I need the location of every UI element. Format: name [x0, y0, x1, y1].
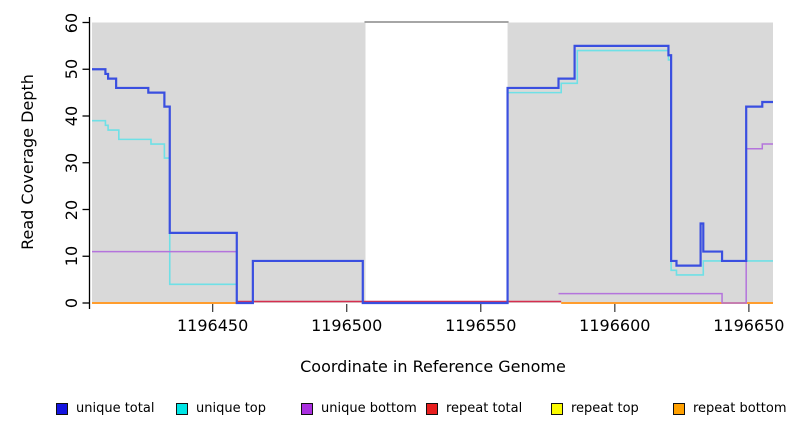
shaded-region-2: [507, 22, 773, 303]
legend-item-unique-top: unique top: [176, 401, 266, 417]
y-tick-label-40: 40: [62, 105, 81, 127]
legend-label: unique total: [76, 401, 155, 416]
x-tick-label-3: 1196550: [445, 316, 517, 335]
y-axis-title: Read Coverage Depth: [18, 74, 37, 250]
legend-item-repeat-bottom: repeat bottom: [673, 401, 787, 417]
unique-total-swatch-icon: [56, 403, 68, 415]
repeat-top-swatch-icon: [551, 403, 563, 415]
x-tick-label-2: 1196500: [311, 316, 383, 335]
legend-item-repeat-top: repeat top: [551, 401, 639, 417]
y-tick-label-60: 60: [62, 12, 81, 33]
legend-label: unique top: [196, 401, 267, 416]
y-tick-label-50: 50: [62, 59, 81, 80]
legend-item-unique-bottom: unique bottom: [301, 401, 417, 417]
series-unique-top-seg1: [92, 119, 238, 303]
repeat-total-swatch-icon: [426, 403, 438, 415]
x-axis-title: Coordinate in Reference Genome: [300, 357, 566, 376]
series-unique-total-seg1: [92, 44, 773, 305]
y-tick-label-30: 30: [62, 152, 81, 173]
unique-bottom-swatch-icon: [301, 403, 313, 415]
legend-item-unique-total: unique total: [56, 401, 154, 417]
repeat-bottom-swatch-icon: [673, 403, 685, 415]
legend-label: repeat total: [446, 401, 523, 416]
legend-item-repeat-total: repeat total: [426, 401, 522, 417]
x-tick-label-4: 1196600: [579, 316, 651, 335]
y-tick-label-20: 20: [62, 199, 81, 220]
x-tick-label-1: 1196450: [177, 316, 249, 335]
shaded-region-1: [92, 22, 366, 303]
y-tick-label-10: 10: [62, 246, 81, 267]
x-tick-label-5: 1196650: [713, 316, 785, 335]
series-unique-top-seg2: [507, 49, 773, 276]
legend-label: unique bottom: [321, 401, 417, 416]
legend-label: repeat bottom: [693, 401, 787, 416]
unique-top-swatch-icon: [176, 403, 188, 415]
y-tick-label-0: 0: [62, 297, 81, 309]
legend-label: repeat top: [571, 401, 639, 416]
